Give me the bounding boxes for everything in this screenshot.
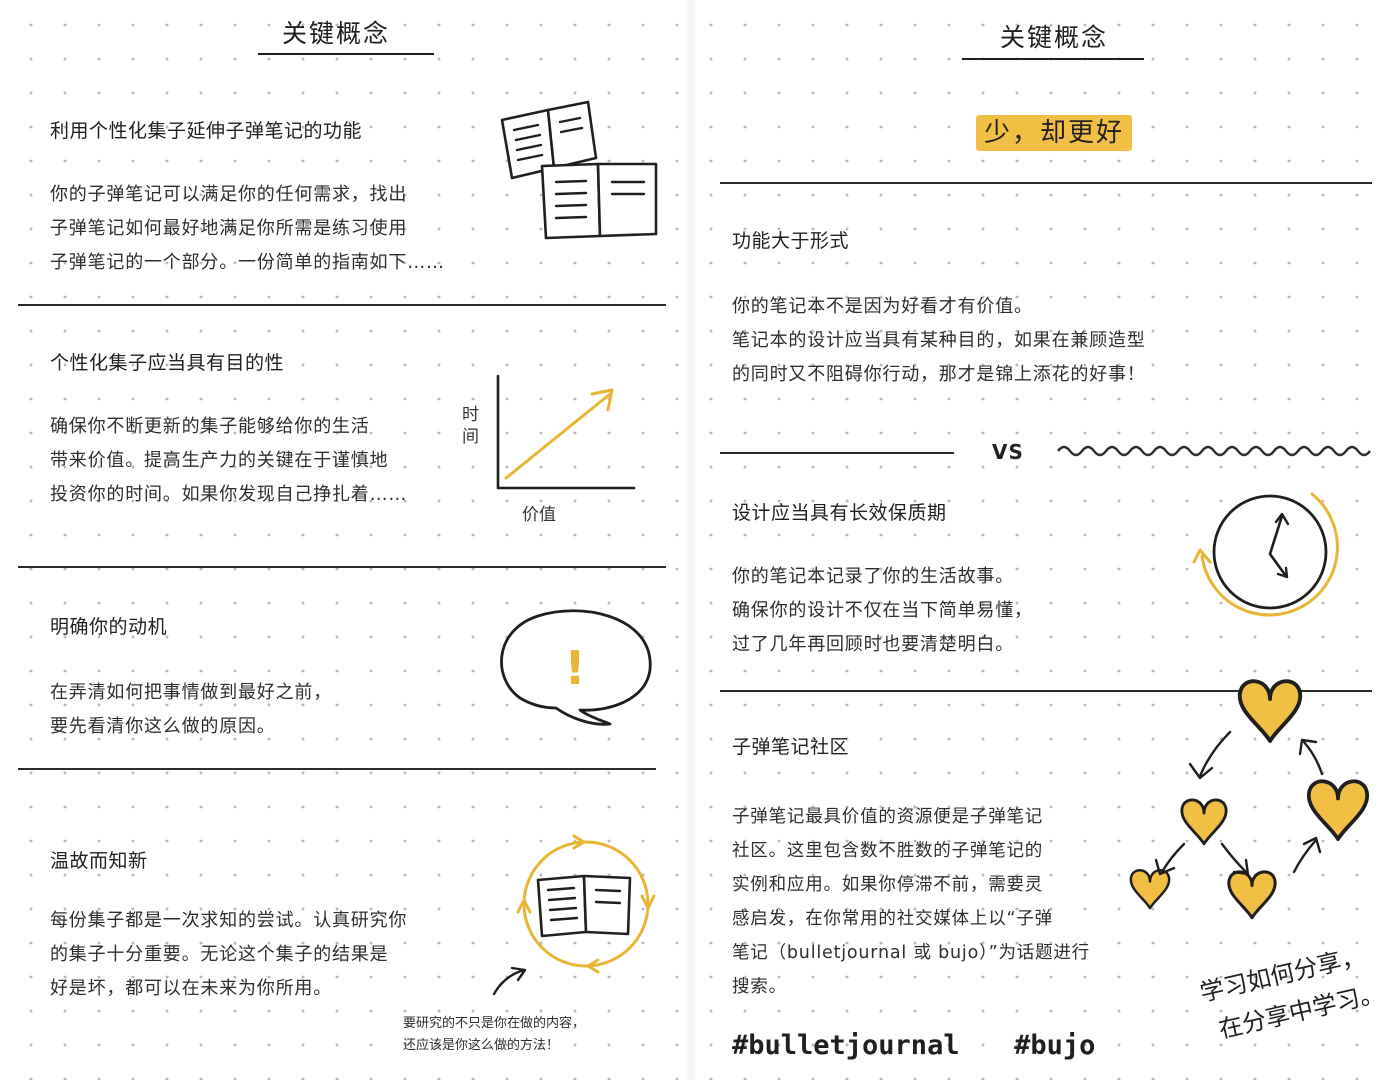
heart-icon: [1227, 870, 1277, 920]
section-divider: [18, 768, 656, 770]
body-line: 带来价值。提高生产力的关键在于谨慎地: [50, 450, 389, 471]
section-body: 在弄清如何把事情做到最好之前， 要先看清你这么做的原因。: [50, 676, 332, 744]
section-heading: 个性化集子应当具有目的性: [50, 352, 285, 374]
section-divider: [720, 182, 1372, 184]
hashtags: #bulletjournal #bujo: [732, 1030, 1095, 1061]
body-line: 你的笔记本不是因为好看才有价值。: [732, 296, 1033, 317]
title-underline: [962, 58, 1144, 60]
section-divider: [18, 304, 666, 306]
body-line: 社区。这里包含数不胜数的子弹笔记的: [732, 841, 1044, 861]
section-body: 你的子弹笔记可以满足你的任何需求，找出 子弹笔记如何最好地满足你所需是练习使用 …: [50, 178, 445, 280]
body-line: 子弹笔记最具价值的资源便是子弹笔记: [732, 807, 1044, 827]
body-line: 好是坏，都可以在未来为你所用。: [50, 978, 332, 999]
cycle-notebook-icon: [516, 834, 656, 974]
body-line: 投资你的时间。如果你发现自己挣扎着……: [50, 484, 408, 505]
section-heading: 利用个性化集子延伸子弹笔记的功能: [50, 120, 363, 142]
heart-icon: [1237, 679, 1303, 743]
section-divider: [720, 690, 1372, 692]
body-line: 感启发，在你常用的社交媒体上以“子弹: [732, 909, 1053, 929]
section-body: 你的笔记本记录了你的生活故事。 确保你的设计不仅在当下简单易懂， 过了几年再回顾…: [732, 560, 1033, 662]
body-line: 的集子十分重要。无论这个集子的结果是: [50, 944, 389, 965]
page-title: 关键概念: [1000, 23, 1109, 52]
wavy-divider: [1057, 445, 1371, 457]
body-line: 每份集子都是一次求知的尝试。认真研究你: [50, 910, 408, 931]
body-line: 笔记（bulletjournal 或 bujo）”为话题进行: [732, 943, 1090, 963]
body-line: 实例和应用。如果你停滞不前，需要灵: [732, 875, 1044, 895]
body-line: 的同时又不阻碍你行动，那才是锦上添花的好事！: [732, 364, 1146, 385]
pointer-arrow-icon: [492, 966, 527, 996]
body-line: 搜索。: [732, 977, 787, 997]
note-line: 还应该是你这么做的方法！: [403, 1038, 560, 1053]
right-page: 关键概念 少，却更好 功能大于形式 你的笔记本不是因为好看才有价值。 笔记本的设…: [690, 0, 1381, 1080]
hashtag: #bulletjournal: [732, 1030, 960, 1061]
body-line: 要先看清你这么做的原因。: [50, 716, 276, 737]
section-body: 确保你不断更新的集子能够给你的生活 带来价值。提高生产力的关键在于谨慎地 投资你…: [50, 410, 407, 512]
exclamation-mark: !: [565, 641, 586, 695]
section-divider: [18, 566, 666, 568]
tagline-highlight: 少，却更好: [976, 115, 1133, 151]
axis-label-y: 时间: [462, 405, 479, 447]
section-body: 子弹笔记最具价值的资源便是子弹笔记 社区。这里包含数不胜数的子弹笔记的 实例和应…: [732, 800, 1090, 1004]
clock-icon: [1192, 492, 1339, 617]
section-heading: 温故而知新: [50, 850, 148, 872]
left-page: 关键概念 利用个性化集子延伸子弹笔记的功能 你的子弹笔记可以满足你的任何需求，找…: [0, 0, 690, 1080]
body-line: 你的笔记本记录了你的生活故事。: [732, 566, 1014, 587]
body-line: 过了几年再回顾时也要清楚明白。: [732, 634, 1014, 655]
exclamation-bubble-icon: !: [500, 609, 652, 726]
open-notebooks-icon: [500, 100, 658, 240]
section-heading: 设计应当具有长效保质期: [732, 502, 947, 524]
heart-icon: [1180, 798, 1228, 846]
hashtag: #bujo: [1014, 1030, 1096, 1061]
section-heading: 子弹笔记社区: [732, 736, 850, 758]
axis-label-x: 价值: [522, 505, 556, 525]
section-body: 你的笔记本不是因为好看才有价值。 笔记本的设计应当具有某种目的，如果在兼顾造型 …: [732, 290, 1146, 392]
page-title: 关键概念: [282, 19, 391, 48]
annotation-note: 要研究的不只是你在做的内容， 还应该是你这么做的方法！: [403, 1013, 585, 1057]
note-line: 要研究的不只是你在做的内容，: [403, 1016, 586, 1031]
hearts-network-icon: [1129, 679, 1370, 920]
section-heading: 明确你的动机: [50, 616, 168, 638]
body-line: 确保你不断更新的集子能够给你的生活: [50, 416, 370, 437]
straight-divider: [720, 452, 954, 454]
section-heading: 功能大于形式: [732, 230, 850, 252]
body-line: 子弹笔记的一个部分。一份简单的指南如下……: [50, 252, 445, 273]
body-line: 笔记本的设计应当具有某种目的，如果在兼顾造型: [732, 330, 1146, 351]
rising-arrow-icon: [496, 374, 636, 490]
tagline: 少，却更好: [976, 112, 1133, 151]
body-line: 你的子弹笔记可以满足你的任何需求，找出: [50, 184, 408, 205]
body-line: 在弄清如何把事情做到最好之前，: [50, 682, 332, 703]
body-line: 确保你的设计不仅在当下简单易懂，: [732, 600, 1033, 621]
heart-icon: [1306, 779, 1370, 841]
heart-icon: [1129, 868, 1171, 910]
title-underline: [258, 53, 434, 55]
page-gutter: [684, 0, 698, 1080]
section-body: 每份集子都是一次求知的尝试。认真研究你 的集子十分重要。无论这个集子的结果是 好…: [50, 904, 407, 1006]
body-line: 子弹笔记如何最好地满足你所需是练习使用: [50, 218, 408, 239]
vs-label: VS: [992, 440, 1024, 464]
